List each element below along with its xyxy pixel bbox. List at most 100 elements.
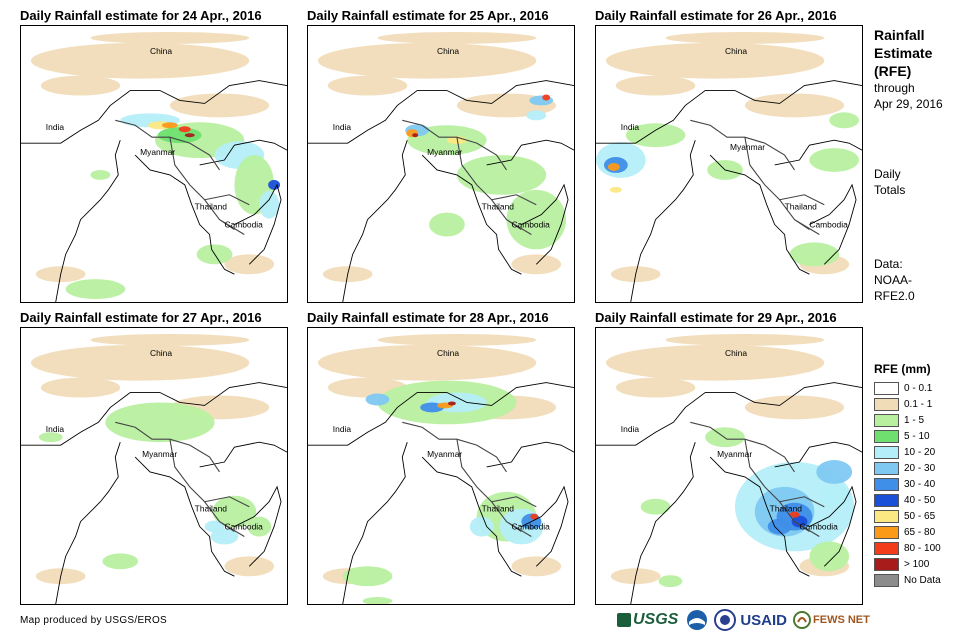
rainfall-area xyxy=(469,516,494,537)
legend-swatch xyxy=(874,557,899,571)
place-label-cambodia: Cambodia xyxy=(511,522,550,532)
rainfall-area xyxy=(791,515,808,528)
place-label-china: China xyxy=(437,348,459,358)
panel-title: Daily Rainfall estimate for 26 Apr., 201… xyxy=(595,8,837,23)
legend-item: 80 - 100 xyxy=(874,540,941,556)
rainfall-area xyxy=(40,377,121,398)
legend-label: 0 - 0.1 xyxy=(904,382,933,394)
title-line: (RFE) xyxy=(874,63,912,79)
rainfall-area xyxy=(178,126,191,133)
rainfall-area xyxy=(640,498,671,515)
legend-item: 20 - 30 xyxy=(874,460,941,476)
data-source: Data: NOAA- RFE2.0 xyxy=(874,256,915,304)
rainfall-area xyxy=(412,133,419,138)
legend-label: 40 - 50 xyxy=(904,494,936,506)
place-label-myanmar: Myanmar xyxy=(427,449,462,459)
rainfall-area xyxy=(161,122,178,129)
rainfall-area xyxy=(169,93,270,118)
rainfall-area xyxy=(456,155,547,195)
place-label-thailand: Thailand xyxy=(195,202,228,212)
rainfall-map: China India Myanmar Thailand Cambodia xyxy=(307,25,575,303)
place-label-myanmar: Myanmar xyxy=(730,142,765,152)
legend-swatch xyxy=(874,509,899,523)
legend-swatch xyxy=(874,429,899,443)
country-border xyxy=(690,119,825,235)
rainfall-area xyxy=(30,42,250,79)
rainfall-area xyxy=(526,110,547,121)
place-label-cambodia: Cambodia xyxy=(224,220,263,230)
rainfall-area xyxy=(615,377,696,398)
place-label-india: India xyxy=(46,424,65,434)
rainfall-area xyxy=(365,393,390,406)
rainfall-area xyxy=(744,395,845,420)
place-label-india: India xyxy=(621,424,640,434)
rainfall-area xyxy=(90,333,250,346)
legend-title: RFE (mm) xyxy=(874,362,931,376)
panel-title: Daily Rainfall estimate for 29 Apr., 201… xyxy=(595,310,837,325)
place-label-thailand: Thailand xyxy=(195,504,228,514)
legend-label: 0.1 - 1 xyxy=(904,398,933,410)
rainfall-area xyxy=(65,279,126,300)
country-border xyxy=(402,119,537,235)
rainfall-area xyxy=(744,93,845,118)
data-line: Data: xyxy=(874,257,903,271)
coastline xyxy=(596,382,862,604)
place-label-india: India xyxy=(333,424,352,434)
rainfall-area xyxy=(317,42,537,79)
coastline xyxy=(596,80,862,302)
legend-swatch xyxy=(874,493,899,507)
doi-seal xyxy=(714,609,737,631)
totals-line: Daily xyxy=(874,167,901,181)
legend-item: 65 - 80 xyxy=(874,524,941,540)
place-label-thailand: Thailand xyxy=(785,202,818,212)
rainfall-area xyxy=(665,333,825,346)
coastline xyxy=(21,80,287,302)
noaa-logo xyxy=(686,609,708,631)
map-canvas: China India Myanmar Thailand Cambodia xyxy=(308,31,574,302)
place-label-china: China xyxy=(437,46,459,56)
legend-swatch xyxy=(874,413,899,427)
rainfall-area xyxy=(212,495,257,528)
rainfall-area xyxy=(542,94,551,101)
place-label-thailand: Thailand xyxy=(482,202,515,212)
country-border xyxy=(115,119,250,235)
rainfall-area xyxy=(342,566,393,587)
legend-label: 1 - 5 xyxy=(904,414,925,426)
rainfall-area xyxy=(38,432,63,443)
rainfall-area xyxy=(268,179,281,190)
legend-label: 65 - 80 xyxy=(904,526,936,538)
legend-item: 30 - 40 xyxy=(874,476,941,492)
coastline xyxy=(308,382,574,604)
legend-swatch xyxy=(874,381,899,395)
rainfall-area xyxy=(377,31,537,44)
place-label-china: China xyxy=(725,348,747,358)
rfe-legend: RFE (mm) 0 - 0.1 0.1 - 1 1 - 5 5 - 10 10 - 2… xyxy=(874,362,941,588)
usaid-logo: USAID xyxy=(740,612,787,629)
title-line: Estimate xyxy=(874,45,933,61)
rainfall-area xyxy=(816,460,853,484)
through-label: through xyxy=(874,81,915,95)
rainfall-map: China India Myanmar Thailand Cambodia xyxy=(595,25,863,303)
legend-item: 1 - 5 xyxy=(874,412,941,428)
rainfall-area xyxy=(317,344,537,381)
rainfall-area xyxy=(665,31,825,44)
rainfall-area xyxy=(819,484,850,509)
data-line: NOAA- xyxy=(874,273,913,287)
place-label-cambodia: Cambodia xyxy=(799,522,838,532)
legend-label: 10 - 20 xyxy=(904,446,936,458)
legend-swatch xyxy=(874,525,899,539)
panel-title: Daily Rainfall estimate for 28 Apr., 201… xyxy=(307,310,549,325)
legend-swatch xyxy=(874,445,899,459)
rainfall-area xyxy=(605,344,825,381)
legend-swatch xyxy=(874,477,899,491)
legend-swatch xyxy=(874,461,899,475)
rainfall-area xyxy=(247,516,272,537)
panel-title: Daily Rainfall estimate for 27 Apr., 201… xyxy=(20,310,262,325)
legend-label: 30 - 40 xyxy=(904,478,936,490)
legend-item: 40 - 50 xyxy=(874,492,941,508)
fewsnet-wordmark: FEWS NET xyxy=(813,614,870,626)
rainfall-area xyxy=(530,513,539,520)
rainfall-map: China India Myanmar Thailand Cambodia xyxy=(20,327,288,605)
coastline xyxy=(308,80,574,302)
product-title: Rainfall Estimate (RFE) through Apr 29, … xyxy=(874,26,943,112)
